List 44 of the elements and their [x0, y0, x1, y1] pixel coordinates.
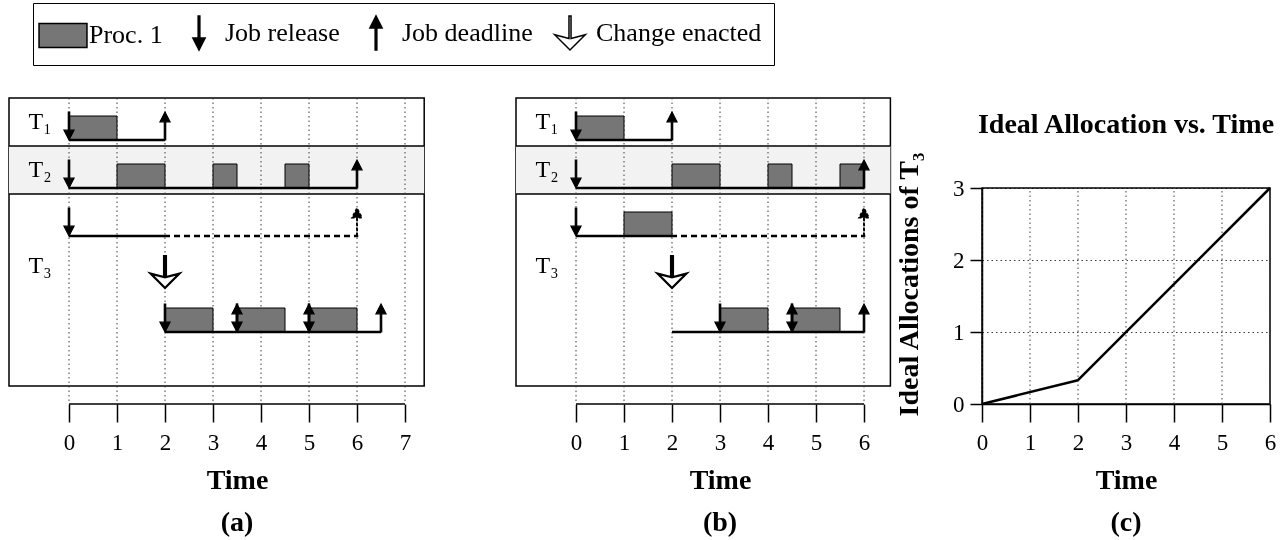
x-tick-label: 6 [858, 429, 871, 455]
x-tick-label: 2 [1072, 429, 1085, 455]
text: (c) [1110, 506, 1142, 537]
y-axis-title: Ideal Allocations of T₃ [893, 152, 924, 417]
x-tick-label: 2 [159, 429, 172, 455]
y-tick-label: T₁ [28, 108, 52, 134]
x-tick-label: 0 [570, 429, 583, 455]
legend-label: Job release [225, 18, 340, 47]
x-tick-label: 1 [111, 429, 124, 455]
legend-label: Change enacted [596, 18, 762, 47]
x-axis-title: Time [206, 463, 269, 495]
x-tick-label: 4 [255, 429, 268, 455]
x-tick-label: 4 [762, 429, 775, 455]
x-tick-label: 1 [618, 429, 631, 455]
text: (b) [702, 506, 738, 537]
y-tick-label: 0 [953, 391, 965, 417]
y-tick-label: 1 [953, 319, 965, 345]
x-tick-label: 3 [207, 429, 220, 455]
x-tick-label: 3 [714, 429, 727, 455]
y-tick-label: T₃ [28, 252, 52, 278]
chart-title: Ideal Allocation vs. Time [977, 108, 1275, 139]
y-tick-label: T₂ [28, 156, 52, 182]
y-tick-label: T₃ [535, 252, 559, 278]
x-tick-label: 6 [351, 429, 364, 455]
legend-label: Job deadline [402, 18, 533, 47]
x-tick-label: 0 [976, 429, 989, 455]
y-tick-label: 3 [953, 175, 965, 201]
text: (a) [220, 506, 254, 537]
x-tick-label: 4 [1168, 429, 1181, 455]
x-tick-label: 5 [1216, 429, 1229, 455]
y-tick-label: 2 [953, 247, 965, 273]
y-tick-label: T₁ [535, 108, 559, 134]
x-axis-title: Time [689, 463, 752, 495]
x-tick-label: 6 [1264, 429, 1277, 455]
x-axis-title: Time [1095, 463, 1158, 495]
y-tick-label: T₂ [535, 156, 559, 182]
x-tick-label: 3 [1120, 429, 1133, 455]
x-tick-label: 7 [399, 429, 412, 455]
x-tick-label: 1 [1024, 429, 1037, 455]
x-tick-label: 5 [810, 429, 823, 455]
x-tick-label: 5 [303, 429, 316, 455]
x-tick-label: 2 [666, 429, 679, 455]
x-tick-label: 0 [63, 429, 76, 455]
legend-label: Proc. 1 [89, 20, 163, 50]
